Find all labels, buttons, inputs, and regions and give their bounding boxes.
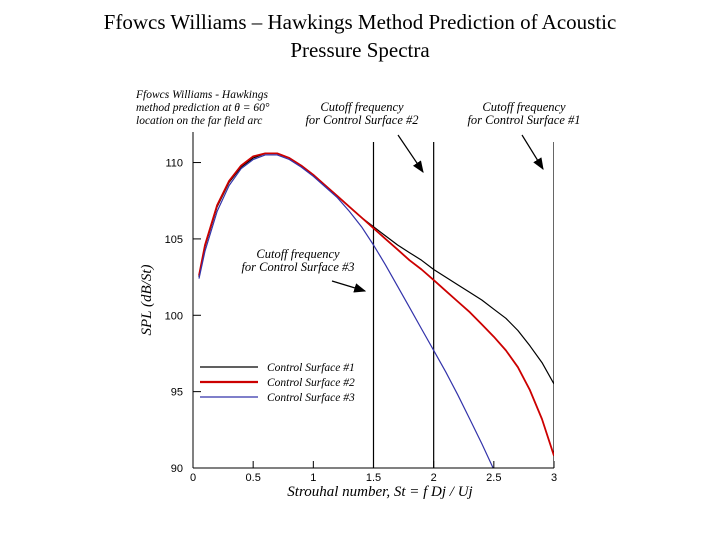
method-note-line: location on the far field arc bbox=[136, 115, 262, 127]
x-tick-label: 1.5 bbox=[366, 472, 381, 484]
y-tick-label: 95 bbox=[171, 387, 183, 399]
series-line bbox=[198, 152, 554, 457]
method-note-line: Ffowcs Williams - Hawkings bbox=[135, 89, 268, 101]
x-tick-label: 0 bbox=[190, 472, 196, 484]
x-tick-label: 2.5 bbox=[486, 472, 501, 484]
y-tick-label: 90 bbox=[171, 463, 183, 475]
x-tick-label: 3 bbox=[551, 472, 557, 484]
x-axis-title: Strouhal number, St = f Dj / Uj bbox=[287, 484, 472, 500]
x-tick-label: 0.5 bbox=[246, 472, 261, 484]
cutoff-label-line: for Control Surface #1 bbox=[467, 113, 580, 127]
series-line bbox=[198, 152, 554, 385]
cutoff-arrow bbox=[397, 134, 424, 173]
y-tick-label: 110 bbox=[165, 158, 183, 170]
cutoff-label-line: Cutoff frequency bbox=[482, 100, 566, 114]
title-line-2: Pressure Spectra bbox=[290, 38, 430, 62]
legend-label: Control Surface #1 bbox=[267, 362, 355, 374]
y-axis-title: SPL (dB/St) bbox=[139, 265, 155, 336]
x-tick-label: 1 bbox=[310, 472, 316, 484]
x-tick-label: 2 bbox=[431, 472, 437, 484]
cutoff-arrow bbox=[331, 280, 367, 293]
legend-label: Control Surface #3 bbox=[267, 392, 355, 404]
cutoff-label-line: Cutoff frequency bbox=[320, 100, 404, 114]
legend-label: Control Surface #2 bbox=[267, 377, 355, 389]
cutoff-label-line: for Control Surface #3 bbox=[241, 260, 354, 274]
y-tick-label: 100 bbox=[165, 310, 183, 322]
title-line-1: Ffowcs Williams – Hawkings Method Predic… bbox=[103, 10, 617, 34]
method-note-line: method prediction at θ = 60° bbox=[136, 102, 270, 114]
cutoff-label-line: Cutoff frequency bbox=[256, 247, 340, 261]
slide-title: Ffowcs Williams – Hawkings Method Predic… bbox=[40, 8, 680, 64]
cutoff-arrow bbox=[521, 134, 544, 171]
y-tick-label: 105 bbox=[165, 234, 183, 246]
series-line bbox=[198, 154, 494, 468]
cutoff-label-line: for Control Surface #2 bbox=[305, 113, 418, 127]
